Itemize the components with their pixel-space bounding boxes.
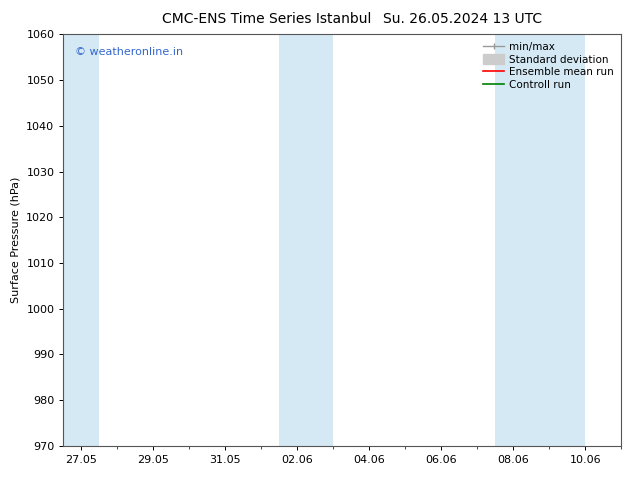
Bar (495, 34, 585, 446)
Bar (63, 34, 100, 446)
Text: CMC-ENS Time Series Istanbul: CMC-ENS Time Series Istanbul (162, 12, 371, 26)
Text: © weatheronline.in: © weatheronline.in (75, 47, 183, 57)
Bar (280, 34, 333, 446)
Text: Su. 26.05.2024 13 UTC: Su. 26.05.2024 13 UTC (384, 12, 542, 26)
Legend: min/max, Standard deviation, Ensemble mean run, Controll run: min/max, Standard deviation, Ensemble me… (481, 40, 616, 93)
Y-axis label: Surface Pressure (hPa): Surface Pressure (hPa) (11, 177, 21, 303)
